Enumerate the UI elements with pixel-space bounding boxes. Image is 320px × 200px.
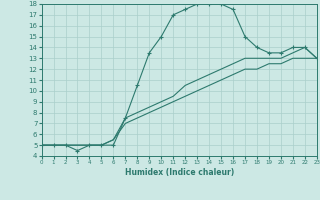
X-axis label: Humidex (Indice chaleur): Humidex (Indice chaleur)	[124, 168, 234, 177]
